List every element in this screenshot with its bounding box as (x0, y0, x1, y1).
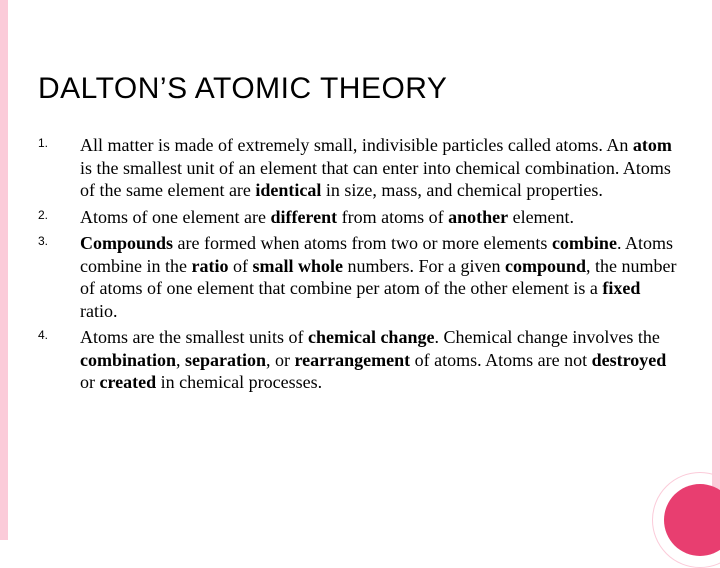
left-border-stripe (0, 0, 8, 540)
list-item: 2. Atoms of one element are different fr… (38, 206, 682, 229)
slide-title: DALTON’S ATOMIC THEORY (38, 72, 682, 106)
list-number: 2. (38, 206, 80, 222)
list-text: All matter is made of extremely small, i… (80, 134, 682, 202)
list-item: 4. Atoms are the smallest units of chemi… (38, 326, 682, 394)
slide-content: DALTON’S ATOMIC THEORY 1. All matter is … (38, 72, 682, 396)
list-number: 3. (38, 232, 80, 248)
list-text: Atoms of one element are different from … (80, 206, 574, 229)
numbered-list: 1. All matter is made of extremely small… (38, 134, 682, 396)
list-item: 3. Compounds are formed when atoms from … (38, 232, 682, 322)
list-item: 1. All matter is made of extremely small… (38, 134, 682, 202)
list-number: 4. (38, 326, 80, 342)
list-number: 1. (38, 134, 80, 150)
list-text: Compounds are formed when atoms from two… (80, 232, 682, 322)
right-border-stripe (712, 0, 720, 540)
list-text: Atoms are the smallest units of chemical… (80, 326, 682, 394)
